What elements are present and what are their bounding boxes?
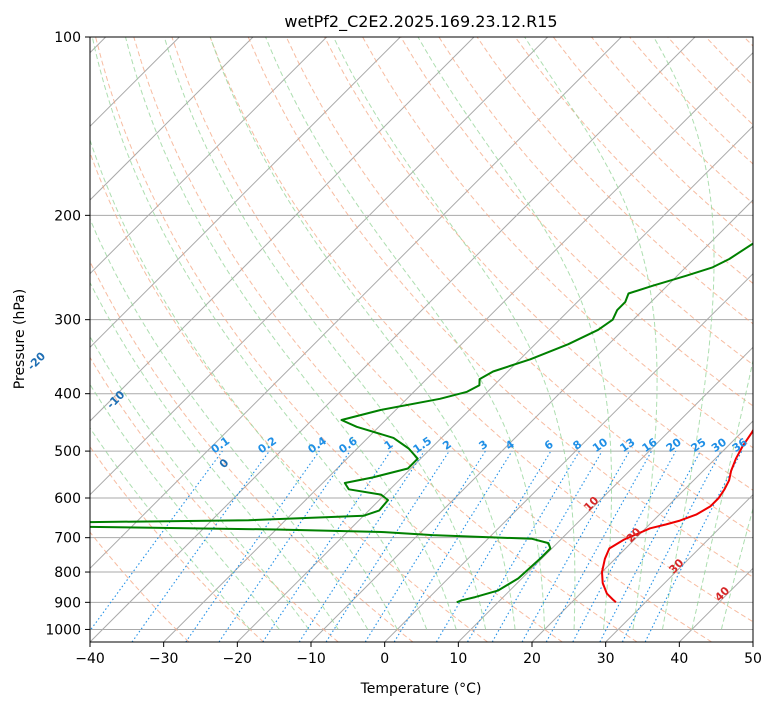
x-axis-label: Temperature (°C) [360, 681, 482, 697]
isotherm-line [90, 37, 475, 422]
moist-adiabat-line [417, 37, 612, 630]
mixing-ratio-line [298, 450, 425, 642]
x-tick-label: −30 [149, 651, 179, 667]
isotherm-line [90, 37, 549, 496]
mixing-ratio-line [572, 450, 677, 642]
isotherm-line [90, 37, 328, 275]
mixing-ratio-line [90, 450, 223, 632]
isotherm-line [90, 37, 622, 570]
x-tick-label: 40 [670, 651, 688, 667]
mixing-ratio-line [218, 450, 351, 642]
x-tick-label: 10 [449, 651, 467, 667]
dry-adiabat-line [95, 37, 563, 642]
mixing-ratio-line [393, 450, 513, 642]
dry-adiabat-line [324, 37, 753, 491]
grid-lines [90, 37, 753, 642]
moist-adiabat-line [90, 138, 398, 630]
dry-adiabat-line [133, 37, 638, 642]
x-tick-label: 20 [523, 651, 541, 667]
y-tick-label: 700 [54, 531, 81, 547]
moist-adiabat-line [524, 37, 658, 630]
mixing-ratio-line [644, 450, 743, 642]
moist-adiabat-line [720, 506, 753, 630]
y-tick-label: 300 [54, 313, 81, 329]
isotherm-line [90, 37, 696, 642]
moist-adiabat-line [91, 37, 428, 630]
dry-adiabat-line [514, 37, 753, 285]
y-tick-label: 900 [54, 595, 81, 611]
moist-adiabat-line [265, 37, 546, 630]
series-layer [90, 242, 753, 604]
dry-adiabat-line [171, 37, 712, 642]
isotherm-line [384, 272, 753, 642]
isotherm-line [457, 346, 753, 642]
moist-adiabat-line [209, 37, 516, 630]
isotherm-line [605, 493, 753, 642]
y-tick-label: 800 [54, 565, 81, 581]
y-tick-label: 500 [54, 444, 81, 460]
x-tick-label: 0 [380, 651, 389, 667]
moist-adiabat-line [90, 281, 339, 630]
dry-adiabat-line [90, 151, 488, 642]
isotherm-line [90, 37, 401, 349]
mixing-ratio-line [131, 450, 270, 642]
dry-adiabat-line [400, 37, 753, 407]
moist-adiabat-line [90, 335, 310, 630]
mixing-ratio-line [262, 450, 392, 642]
mixing-ratio-line [185, 450, 320, 642]
x-tick-label: 50 [744, 651, 762, 667]
dry-adiabat-line [90, 445, 264, 642]
dry-adiabat-line [362, 37, 753, 449]
mixing-ratio-line [545, 450, 653, 642]
dry-adiabat-label: -20 [25, 349, 48, 372]
moist-adiabat-line [653, 37, 715, 630]
y-tick-label: 200 [54, 208, 81, 224]
plot-background [90, 37, 753, 642]
isotherm-line [90, 37, 254, 201]
mixing-ratio-line [521, 450, 630, 642]
dry-adiabat-line [90, 531, 190, 642]
y-axis-label: Pressure (hPa) [12, 289, 28, 389]
mixing-ratio-line [325, 450, 450, 642]
y-tick-label: 600 [54, 491, 81, 507]
dewpoint-profile-line [90, 242, 753, 604]
moist-adiabat-line [90, 217, 369, 630]
x-tick-label: −40 [75, 651, 105, 667]
y-tick-label: 1000 [45, 622, 81, 638]
isotherm-line [236, 125, 753, 642]
dry-adiabat-line [90, 356, 339, 642]
isotherm-line [163, 51, 753, 642]
dry-adiabat-line [209, 37, 753, 623]
moist-adiabat-line [163, 37, 487, 630]
isotherm-line [752, 641, 753, 642]
temperature-profile-line [601, 428, 753, 604]
moist-adiabat-line [691, 358, 753, 630]
y-tick-label: 100 [54, 30, 81, 46]
dry-adiabat-line [438, 37, 753, 366]
plot-frame [89, 36, 754, 643]
dry-adiabat-line [247, 37, 753, 578]
chart-title: wetPf2_C2E2.2025.169.23.12.R15 [284, 12, 557, 32]
y-tick-label: 400 [54, 387, 81, 403]
x-tick-label: −20 [223, 651, 253, 667]
dry-adiabat-line [90, 260, 414, 642]
x-tick-label: −10 [296, 651, 326, 667]
axis-ticks: −40 −30 −20 −10 0 10 20 30 40 50 100 200 300 400 500 60… [45, 30, 762, 667]
isotherm-line [531, 420, 753, 642]
x-tick-label: 30 [597, 651, 615, 667]
